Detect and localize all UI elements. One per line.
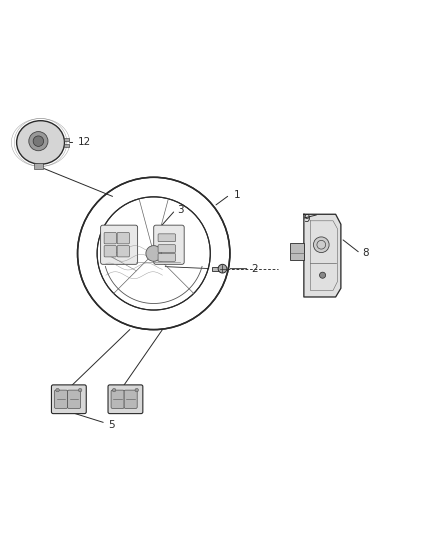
Bar [34,163,43,168]
FancyBboxPatch shape [117,246,129,257]
Text: 9: 9 [304,214,311,224]
FancyBboxPatch shape [158,234,176,241]
FancyBboxPatch shape [124,390,137,408]
FancyBboxPatch shape [101,225,138,264]
Text: 12: 12 [78,138,91,148]
FancyBboxPatch shape [104,232,116,244]
Circle shape [33,136,44,147]
Bar [212,266,219,271]
Bar [64,144,69,147]
Bar [64,138,69,141]
Circle shape [29,132,48,151]
Text: 2: 2 [252,264,258,273]
Circle shape [78,177,230,329]
Circle shape [113,389,116,392]
FancyBboxPatch shape [154,225,184,264]
Text: 3: 3 [178,205,184,215]
Text: 8: 8 [363,248,369,259]
Bar [290,243,304,260]
FancyBboxPatch shape [158,254,176,261]
Circle shape [146,246,162,261]
Circle shape [314,237,329,253]
Text: 1: 1 [234,190,241,200]
Circle shape [320,272,325,278]
FancyBboxPatch shape [158,245,176,253]
Circle shape [218,264,227,273]
Text: 5: 5 [108,421,115,430]
FancyBboxPatch shape [67,390,81,408]
FancyBboxPatch shape [117,232,129,244]
FancyBboxPatch shape [111,390,124,408]
FancyBboxPatch shape [104,246,116,257]
Polygon shape [304,214,341,297]
FancyBboxPatch shape [108,385,143,414]
Circle shape [135,389,138,392]
FancyBboxPatch shape [54,390,67,408]
Circle shape [56,389,59,392]
Ellipse shape [17,120,64,164]
FancyBboxPatch shape [51,385,86,414]
Circle shape [78,389,82,392]
